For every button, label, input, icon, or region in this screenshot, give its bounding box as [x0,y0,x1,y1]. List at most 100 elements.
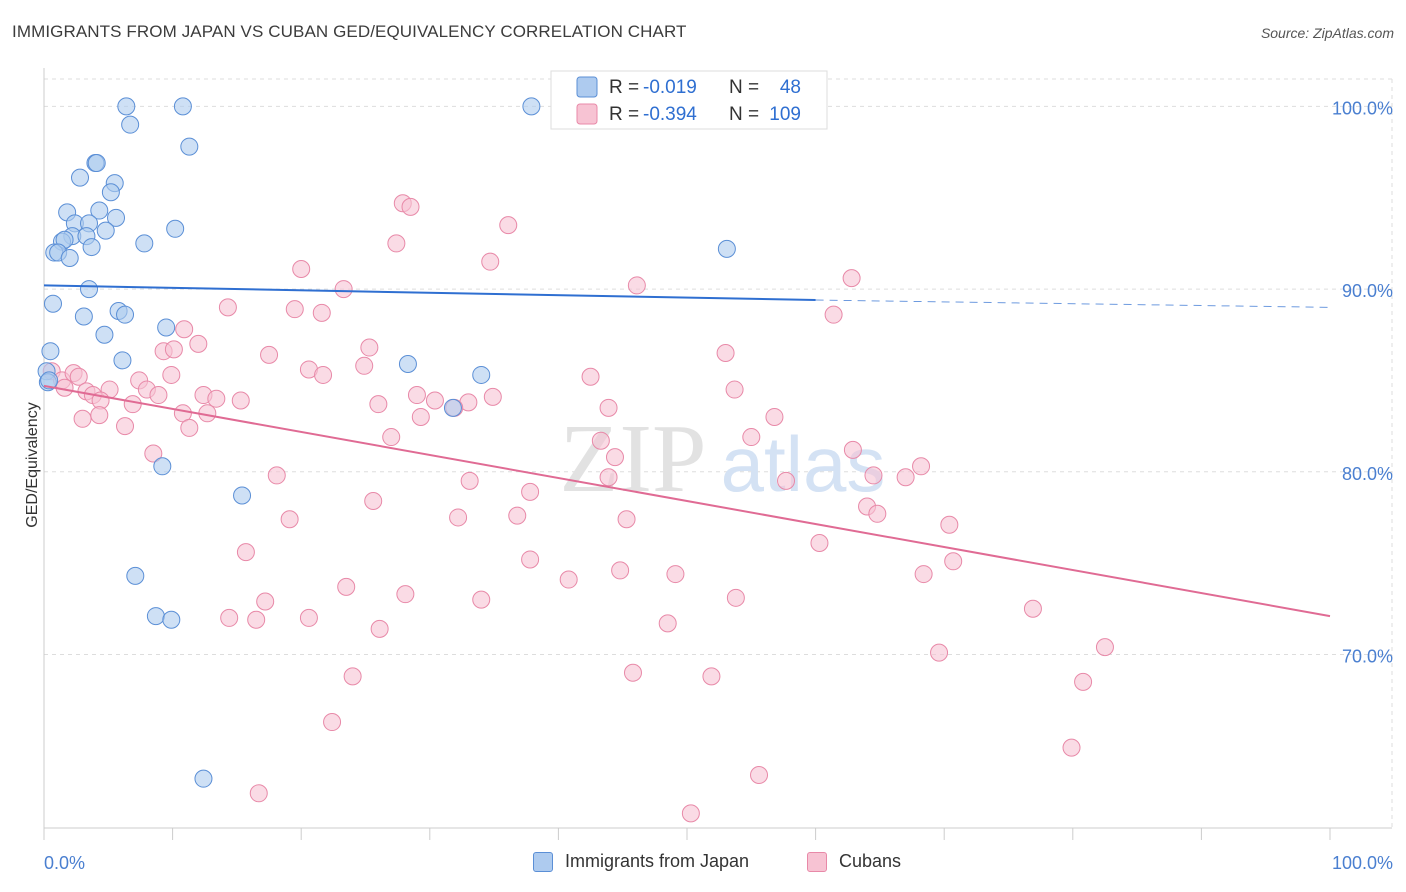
cuban-point-66 [864,466,883,485]
cuban-point-11 [312,303,331,322]
cuban-point-19 [716,344,735,363]
cuban-point-79 [236,543,255,562]
cuban-point-22 [314,365,333,384]
legend-n-value-cubans: 109 [769,104,801,125]
trend-line-cubans [43,384,1331,618]
grid [44,78,1393,828]
cuban-point-12 [824,305,843,324]
legend-r-value-cubans: -0.394 [643,104,697,125]
y-tick-label-100: 100.0% [1332,98,1393,118]
cuban-point-17 [260,345,279,364]
legend-r-label-cubans: R = [609,104,639,125]
japan-point-27 [80,280,99,299]
legend-n-label-cubans: N = [729,104,759,125]
cuban-point-28 [162,365,181,384]
japan-point-42 [233,486,252,505]
japan-point-32 [157,318,176,337]
cuban-point-44 [725,380,744,399]
cuban-point-99 [623,663,642,682]
cuban-point-84 [914,565,933,584]
cuban-point-64 [599,468,618,487]
cuban-point-59 [144,444,163,463]
series-legend-item-cubans: Cubans [807,851,901,872]
series-legend-label-japan: Immigrants from Japan [565,851,750,871]
series-legend-item-japan: Immigrants from Japan [533,851,749,872]
japan-point-36 [398,354,417,373]
japan-point-7 [71,168,90,187]
cuban-point-3 [387,234,406,253]
cuban-point-18 [360,338,379,357]
cuban-point-35 [149,386,168,405]
source-label: Source: ZipAtlas.com [1260,25,1394,41]
trend-line-japan [43,284,816,302]
y-tick-label-90: 90.0% [1342,281,1393,301]
cuban-point-14 [189,334,208,353]
cuban-point-4 [481,252,500,271]
cuban-point-60 [605,448,624,467]
cuban-point-98 [1095,638,1114,657]
japan-point-40 [443,398,462,417]
cuban-point-78 [810,534,829,553]
cuban-point-77 [940,515,959,534]
x-tick-label-end: 100.0% [1332,853,1393,873]
japan-point-3 [121,115,140,134]
cuban-point-13 [175,320,194,339]
cuban-point-38 [231,391,250,410]
cuban-point-39 [369,395,388,414]
japan-point-45 [162,610,181,629]
cuban-point-56 [382,428,401,447]
cuban-point-40 [407,386,426,405]
series-legend-label-cubans: Cubans [839,851,902,871]
cuban-point-91 [220,608,239,627]
cuban-point-55 [765,407,784,426]
cuban-point-93 [299,608,318,627]
japan-point-37 [472,365,491,384]
legend-swatch-japan [576,76,598,98]
japan-point-4 [180,137,199,156]
japan-point-28 [44,294,63,313]
japan-point-41 [153,457,172,476]
japan-point-44 [146,607,165,626]
japan-point-31 [116,305,135,324]
japan-point-43 [126,566,145,585]
cuban-point-10 [285,300,304,319]
japan-point-29 [74,307,93,326]
japan-point-34 [41,342,60,361]
japan-point-25 [60,249,79,268]
trend-lines [43,284,1331,618]
japan-point-9 [101,183,120,202]
series-japan-points [37,97,736,788]
chart-title: IMMIGRANTS FROM JAPAN VS CUBAN GED/EQUIV… [12,22,687,41]
cuban-point-80 [521,550,540,569]
series-legend: Immigrants from Japan Cubans [0,851,1406,879]
cuban-point-82 [611,561,630,580]
legend-r-value-japan: -0.019 [643,77,697,98]
cuban-point-105 [750,766,769,785]
cuban-point-62 [267,466,286,485]
cuban-point-53 [411,407,430,426]
tick-labels: 70.0% 80.0% 90.0% 100.0% 0.0% 100.0% [44,98,1393,873]
japan-point-33 [95,325,114,344]
cuban-point-94 [1023,599,1042,618]
japan-point-47 [40,371,59,390]
cuban-point-70 [364,491,383,510]
series-cubans-points [42,194,1114,823]
cuban-point-85 [559,570,578,589]
cuban-point-46 [123,395,142,414]
japan-point-6 [87,154,106,173]
axes [43,68,1392,840]
trend-line-japan-extension [815,299,1331,308]
cuban-point-106 [249,784,268,803]
cuban-point-68 [912,457,931,476]
japan-point-15 [96,221,115,240]
cuban-point-101 [702,667,721,686]
cuban-point-95 [370,619,389,638]
cuban-point-81 [944,552,963,571]
cuban-point-86 [337,577,356,596]
cuban-point-96 [658,614,677,633]
cuban-point-21 [355,356,374,375]
cuban-point-41 [425,391,444,410]
cuban-point-107 [681,804,700,823]
cuban-point-67 [896,468,915,487]
